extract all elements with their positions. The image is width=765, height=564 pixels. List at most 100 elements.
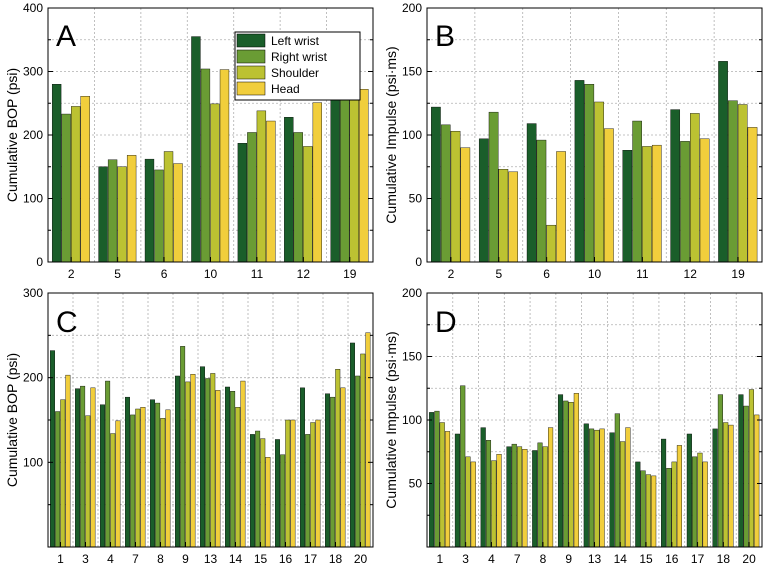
bar-shoulder: [160, 418, 166, 548]
bar-right-wrist: [130, 414, 136, 548]
bar-shoulder: [491, 460, 497, 548]
bar-shoulder: [310, 422, 316, 548]
x-tick-label: 17: [691, 552, 705, 564]
bar-shoulder: [256, 110, 267, 263]
bar-right-wrist: [640, 470, 646, 548]
bar-shoulder: [360, 353, 366, 548]
x-tick-label: 19: [731, 267, 745, 281]
bar-right-wrist: [680, 141, 690, 263]
bar-shoulder: [697, 452, 703, 548]
y-tick-label: 150: [402, 65, 422, 79]
y-tick-label: 200: [402, 286, 422, 300]
y-tick-label: 50: [409, 477, 423, 491]
bar-right-wrist: [717, 394, 723, 548]
bar-head: [747, 127, 758, 263]
bar-head: [340, 387, 346, 548]
x-tick-label: 6: [161, 267, 168, 281]
bar-right-wrist: [293, 132, 303, 263]
bar-right-wrist: [305, 434, 311, 548]
legend-swatch: [236, 49, 266, 64]
bar-head: [173, 163, 183, 263]
bar-right-wrist: [488, 111, 499, 263]
bar-head: [65, 374, 71, 548]
x-tick-label: 19: [343, 267, 357, 281]
bar-shoulder: [71, 106, 81, 263]
legend-swatch: [236, 65, 266, 80]
bar-shoulder: [450, 130, 461, 263]
bar-left-wrist: [200, 366, 205, 548]
bar-shoulder: [110, 433, 116, 548]
bar-right-wrist: [485, 440, 492, 548]
bar-shoulder: [498, 169, 509, 263]
bar-right-wrist: [230, 391, 236, 548]
bar-left-wrist: [250, 434, 255, 548]
bar-left-wrist: [454, 433, 460, 548]
bar-right-wrist: [330, 396, 336, 548]
bar-shoulder: [285, 419, 291, 548]
bar-left-wrist: [350, 342, 355, 548]
panel-letter: A: [56, 20, 76, 53]
bar-left-wrist: [532, 450, 538, 548]
x-tick-label: 1: [437, 552, 444, 564]
bar-left-wrist: [51, 83, 62, 263]
x-tick-label: 12: [297, 267, 311, 281]
y-tick-label: 100: [402, 413, 422, 427]
x-tick-label: 9: [565, 552, 572, 564]
bar-shoulder: [620, 441, 626, 548]
y-tick-label: 100: [23, 455, 43, 469]
y-tick-label: 400: [23, 1, 43, 15]
bar-left-wrist: [712, 428, 718, 548]
legend-swatch: [236, 33, 266, 48]
bar-left-wrist: [100, 404, 105, 548]
bar-head: [702, 461, 708, 548]
bar-left-wrist: [557, 394, 564, 548]
bar-shoulder: [117, 166, 127, 263]
y-tick-label: 100: [23, 192, 43, 206]
bar-right-wrist: [61, 113, 71, 263]
bar-right-wrist: [589, 428, 595, 548]
legend: Left wrist Right wrist Shoulder Head: [234, 31, 361, 101]
y-tick-label: 0: [36, 255, 43, 269]
bar-head: [266, 120, 276, 263]
bar-right-wrist: [728, 100, 738, 263]
x-tick-label: 18: [329, 552, 343, 564]
bar-left-wrist: [237, 143, 248, 263]
bar-right-wrist: [537, 442, 543, 548]
bar-left-wrist: [583, 423, 589, 548]
bar-head: [444, 431, 451, 548]
bar-shoulder: [690, 113, 700, 263]
bar-head: [651, 475, 657, 548]
bar-shoulder: [85, 415, 91, 548]
bar-shoulder: [439, 422, 445, 548]
bar-head: [573, 393, 579, 548]
bar-right-wrist: [536, 139, 547, 263]
bar-head: [460, 147, 471, 263]
y-tick-label: 50: [409, 192, 423, 206]
bar-right-wrist: [355, 375, 361, 548]
bar-left-wrist: [478, 138, 489, 263]
x-tick-label: 4: [488, 552, 495, 564]
bar-head: [165, 409, 171, 548]
bar-left-wrist: [144, 158, 155, 263]
bar-right-wrist: [154, 169, 164, 263]
bar-head: [90, 387, 96, 548]
y-tick-label: 150: [402, 350, 422, 364]
bar-left-wrist: [431, 106, 441, 263]
bar-shoulder: [465, 456, 471, 548]
bar-head: [126, 155, 137, 263]
bar-shoulder: [568, 402, 574, 548]
bar-head: [190, 374, 196, 548]
bar-right-wrist: [632, 120, 642, 263]
x-tick-label: 16: [279, 552, 293, 564]
y-axis-label: Cumulative BOP (psi): [4, 68, 20, 202]
bar-head: [556, 151, 566, 263]
bar-head: [548, 427, 554, 548]
bar-head: [754, 414, 760, 548]
bar-right-wrist: [460, 385, 466, 548]
bar-shoulder: [671, 461, 677, 548]
bar-right-wrist: [743, 405, 749, 548]
x-tick-label: 20: [742, 552, 756, 564]
